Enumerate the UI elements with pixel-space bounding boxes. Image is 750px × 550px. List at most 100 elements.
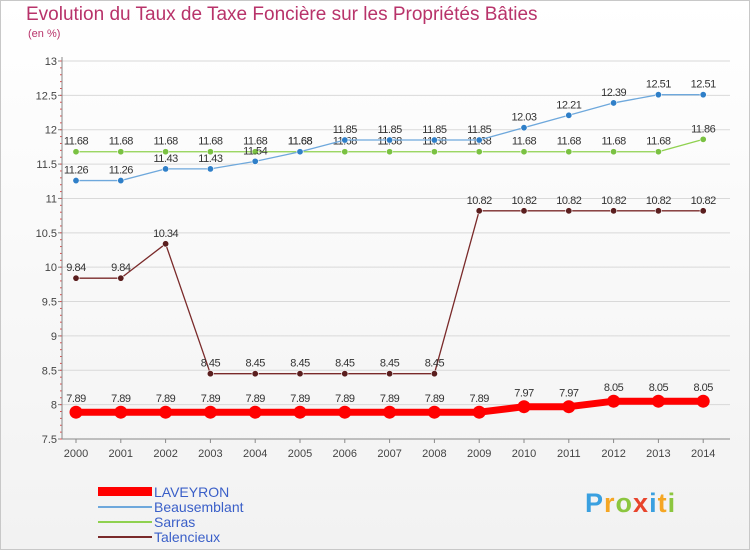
x-tick-label: 2007 [377, 448, 401, 460]
y-axis-unit-label: (en %) [28, 28, 61, 40]
legend-swatch [98, 520, 152, 523]
data-point-sarras [699, 135, 707, 143]
data-point-sarras [475, 148, 483, 156]
x-tick-label: 2001 [109, 448, 133, 460]
y-tick-label: 13 [45, 56, 57, 68]
data-label-talencieux: 10.82 [691, 195, 716, 207]
data-label-beausemblant: 11.85 [377, 124, 402, 136]
data-point-sarras [386, 148, 394, 156]
x-tick-label: 2008 [422, 448, 446, 460]
data-point-sarras [162, 148, 170, 156]
data-label-talencieux: 8.45 [425, 358, 445, 370]
x-tick-label: 2006 [333, 448, 357, 460]
data-point-beausemblant [206, 165, 214, 173]
data-point-laveyron [696, 394, 710, 408]
data-label-laveyron: 8.05 [604, 382, 624, 394]
data-point-beausemblant [117, 177, 125, 185]
y-tick-label: 10.5 [36, 228, 57, 240]
data-label-laveyron: 7.89 [245, 393, 265, 405]
x-tick-label: 2012 [601, 448, 625, 460]
data-point-sarras [520, 148, 528, 156]
data-point-sarras [341, 148, 349, 156]
data-label-beausemblant: 12.39 [601, 87, 626, 99]
data-point-beausemblant [654, 91, 662, 99]
logo-letter: t [657, 488, 668, 518]
data-point-sarras [72, 148, 80, 156]
data-label-talencieux: 9.84 [66, 262, 86, 274]
data-point-talencieux [72, 274, 80, 282]
data-point-laveyron [203, 405, 217, 419]
data-point-beausemblant [699, 91, 707, 99]
legend-label: Talencieux [154, 528, 221, 545]
data-point-talencieux [206, 370, 214, 378]
y-tick-label: 12 [45, 125, 57, 137]
data-label-beausemblant: 11.85 [333, 124, 358, 136]
data-label-laveyron: 7.97 [559, 388, 579, 400]
data-point-talencieux [296, 370, 304, 378]
logo-letter: r [604, 488, 616, 518]
data-label-beausemblant: 11.85 [467, 124, 492, 136]
data-label-sarras: 11.86 [691, 123, 716, 135]
x-tick-label: 2002 [153, 448, 177, 460]
y-tick-label: 12.5 [36, 90, 57, 102]
data-label-laveyron: 7.89 [66, 393, 86, 405]
logo-letter: P [585, 488, 605, 518]
data-label-beausemblant: 11.54 [243, 145, 268, 157]
data-label-sarras: 11.68 [512, 136, 537, 148]
data-label-beausemblant: 12.03 [511, 112, 536, 124]
logo-letter: i [649, 488, 658, 518]
data-point-laveyron [383, 405, 397, 419]
data-label-sarras: 11.68 [243, 136, 268, 148]
data-point-laveyron [159, 405, 173, 419]
data-label-talencieux: 9.84 [111, 262, 131, 274]
data-label-laveyron: 7.89 [425, 393, 445, 405]
data-point-talencieux [565, 207, 573, 215]
data-point-talencieux [341, 370, 349, 378]
data-label-talencieux: 8.45 [335, 358, 355, 370]
data-point-talencieux [610, 207, 618, 215]
data-label-beausemblant: 12.21 [556, 99, 581, 111]
data-label-laveyron: 8.05 [649, 382, 669, 394]
data-point-beausemblant [386, 136, 394, 144]
data-point-beausemblant [162, 165, 170, 173]
data-point-beausemblant [296, 148, 304, 156]
data-point-beausemblant [72, 177, 80, 185]
y-tick-label: 11.5 [36, 159, 57, 171]
data-label-talencieux: 8.45 [201, 358, 221, 370]
data-point-beausemblant [251, 157, 259, 165]
y-tick-label: 9.5 [42, 297, 57, 309]
data-label-talencieux: 10.82 [601, 195, 626, 207]
data-label-sarras: 11.68 [109, 136, 134, 148]
x-tick-label: 2000 [64, 448, 88, 460]
data-point-sarras [117, 148, 125, 156]
data-point-talencieux [520, 207, 528, 215]
data-label-beausemblant: 11.68 [288, 136, 313, 148]
data-label-talencieux: 10.82 [556, 195, 581, 207]
data-label-beausemblant: 12.51 [691, 79, 716, 91]
data-point-laveyron [293, 405, 307, 419]
data-point-sarras [206, 148, 214, 156]
data-label-beausemblant: 12.51 [646, 79, 671, 91]
data-point-beausemblant [565, 111, 573, 119]
data-point-laveyron [427, 405, 441, 419]
legend-item: Talencieux [98, 528, 244, 545]
data-label-laveyron: 7.89 [335, 393, 355, 405]
x-tick-label: 2003 [198, 448, 222, 460]
data-label-sarras: 11.68 [64, 136, 89, 148]
data-point-beausemblant [520, 124, 528, 132]
logo-letter: i [667, 488, 677, 518]
data-point-talencieux [117, 274, 125, 282]
x-tick-label: 2009 [467, 448, 491, 460]
data-point-laveyron [472, 405, 486, 419]
legend-swatch [98, 487, 152, 496]
data-point-talencieux [386, 370, 394, 378]
data-label-sarras: 11.68 [198, 136, 223, 148]
data-point-sarras [610, 148, 618, 156]
legend-label: LAVEYRON [154, 483, 230, 500]
data-label-beausemblant: 11.26 [109, 165, 134, 177]
data-label-talencieux: 10.34 [153, 228, 178, 240]
legend-swatch [98, 535, 152, 538]
data-label-sarras: 11.68 [601, 136, 626, 148]
data-point-laveyron [651, 394, 665, 408]
